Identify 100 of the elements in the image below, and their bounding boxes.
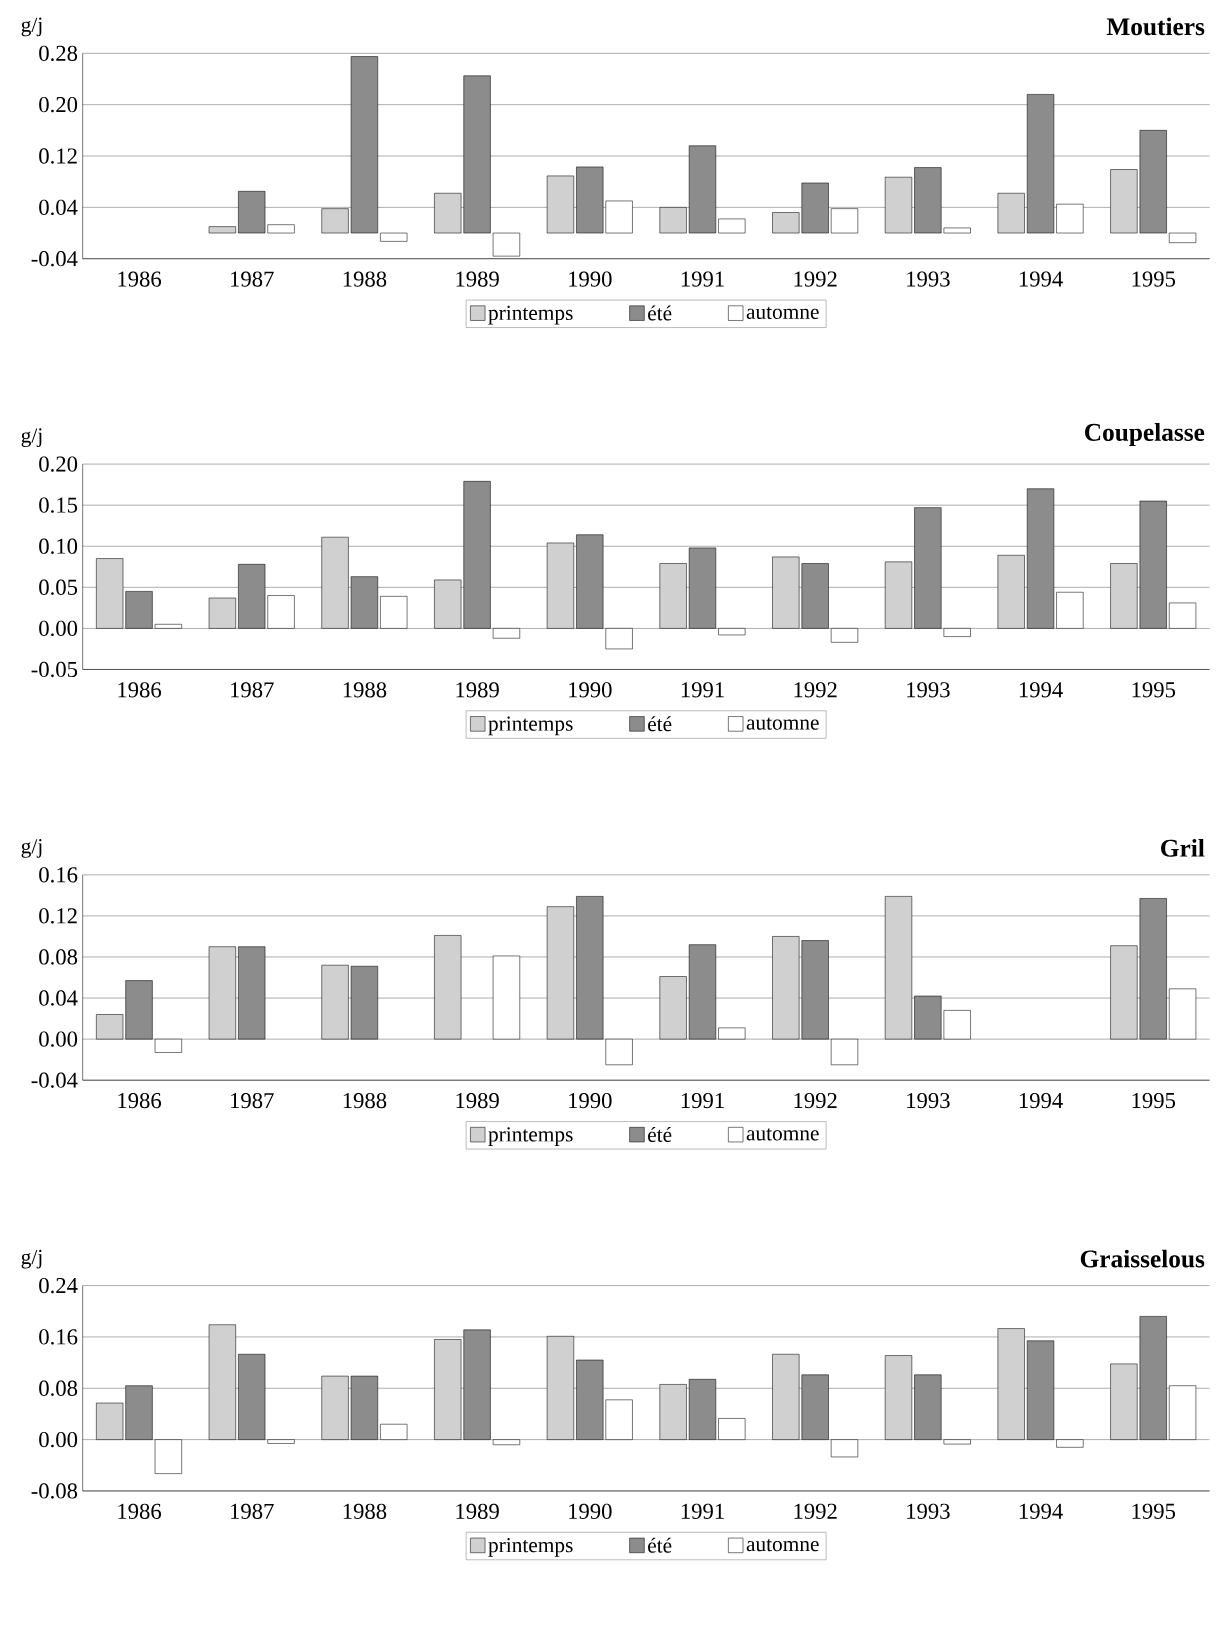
x-tick-label: 1994 (1019, 682, 1063, 698)
bar (1168, 988, 1197, 1040)
x-tick-label: 1987 (230, 682, 274, 698)
y-tick-label: 0.05 (39, 579, 77, 595)
bar (718, 1418, 746, 1440)
x-tick-label: 1991 (681, 682, 724, 698)
bar (208, 1324, 236, 1440)
x-tick-label: 1992 (794, 1092, 837, 1109)
bar (546, 542, 574, 629)
legend-label: printemps (488, 305, 573, 325)
x-tick-label: 1991 (681, 1503, 724, 1519)
y-tick-label: 0.12 (39, 148, 77, 164)
x-tick-label: 1993 (907, 1092, 950, 1109)
bar (997, 192, 1025, 234)
bar (238, 946, 266, 1040)
x-tick-label: 1990 (568, 1092, 612, 1109)
x-tick-label: 1990 (568, 271, 612, 287)
bar (997, 555, 1025, 629)
y-tick-label: 0.04 (39, 990, 78, 1006)
y-tick-label: 0.12 (39, 908, 77, 924)
bar (830, 1038, 858, 1066)
x-tick-label: 1989 (456, 271, 499, 287)
x-tick-label: 1995 (1132, 271, 1175, 287)
y-tick-label: 0.08 (39, 949, 77, 965)
y-tick-label: -0.05 (31, 661, 77, 678)
bar (546, 906, 574, 1040)
y-tick-label: 0.00 (39, 1431, 77, 1448)
x-tick-label: 1991 (681, 1092, 724, 1109)
bar (546, 175, 574, 234)
y-axis-title: g/j (21, 839, 42, 858)
y-tick-label: 0.28 (39, 45, 77, 62)
bar (997, 1328, 1025, 1440)
x-tick-label: 1986 (118, 1092, 161, 1109)
x-tick-label: 1990 (568, 682, 612, 698)
chart-title: Gril (1160, 838, 1205, 857)
y-tick-label: -0.04 (31, 1072, 78, 1088)
y-tick-label: 0.20 (39, 456, 77, 472)
x-tick-label: 1987 (230, 1503, 274, 1519)
legend-label: automne (746, 1539, 819, 1552)
y-tick-label: -0.08 (31, 1483, 77, 1499)
x-tick-label: 1993 (907, 1503, 950, 1519)
y-tick-label: 0.08 (39, 1380, 77, 1396)
bar (1168, 1385, 1197, 1440)
legend-label: printemps (488, 1127, 573, 1146)
y-tick-label: 0.24 (39, 1277, 78, 1294)
bar (718, 628, 746, 636)
x-tick-label: 1989 (456, 1092, 499, 1109)
legend-label: été (647, 1126, 672, 1142)
x-tick-label: 1992 (794, 271, 837, 287)
legend-label: été (647, 716, 672, 732)
legend-label: automne (746, 717, 819, 730)
y-axis-title: g/j (21, 17, 42, 37)
y-tick-label: 0.00 (39, 620, 77, 637)
bar (492, 955, 520, 1040)
bar (208, 226, 236, 234)
x-tick-label: 1986 (118, 682, 161, 698)
bar (208, 946, 236, 1040)
x-tick-label: 1995 (1132, 1503, 1175, 1519)
legend-label: automne (746, 306, 819, 320)
x-tick-label: 1994 (1019, 271, 1063, 287)
x-tick-label: 1993 (907, 682, 950, 698)
x-tick-label: 1989 (456, 1503, 499, 1519)
x-tick-label: 1995 (1132, 682, 1175, 698)
chart-title: Coupelasse (1084, 423, 1205, 447)
legend-label: automne (746, 1128, 819, 1141)
x-tick-label: 1990 (568, 1503, 612, 1519)
legend-label: printemps (488, 1538, 573, 1557)
y-tick-label: 0.04 (39, 199, 78, 216)
bar (380, 596, 408, 629)
bar (380, 1423, 408, 1440)
x-tick-label: 1988 (343, 271, 387, 287)
x-tick-label: 1993 (907, 271, 950, 287)
y-tick-label: 0.15 (39, 497, 77, 513)
chart-title: Moutiers (1106, 17, 1205, 36)
x-tick-label: 1986 (118, 271, 161, 287)
y-tick-label: 0.16 (39, 1329, 78, 1345)
y-tick-label: 0.10 (39, 538, 77, 554)
x-tick-label: 1986 (118, 1503, 161, 1519)
x-tick-label: 1992 (794, 1503, 837, 1519)
x-tick-label: 1988 (343, 682, 387, 698)
y-tick-label: 0.00 (39, 1031, 77, 1047)
x-tick-label: 1991 (681, 271, 724, 287)
x-tick-label: 1988 (343, 1092, 387, 1109)
x-tick-label: 1994 (1019, 1503, 1063, 1519)
bar (830, 628, 858, 643)
y-tick-label: 0.20 (39, 96, 77, 113)
bar (434, 935, 462, 1040)
legend-label: printemps (488, 716, 573, 736)
y-tick-label: 0.16 (39, 867, 78, 883)
bar (546, 1336, 574, 1440)
bar (718, 218, 746, 234)
x-tick-label: 1987 (230, 1092, 274, 1109)
bar (208, 597, 236, 629)
bar (718, 1027, 746, 1040)
x-tick-label: 1992 (794, 682, 837, 698)
legend-label: été (647, 305, 672, 321)
y-axis-title: g/j (21, 1249, 42, 1269)
x-tick-label: 1987 (230, 271, 274, 287)
y-axis-title: g/j (21, 428, 42, 448)
bar (1168, 232, 1197, 243)
